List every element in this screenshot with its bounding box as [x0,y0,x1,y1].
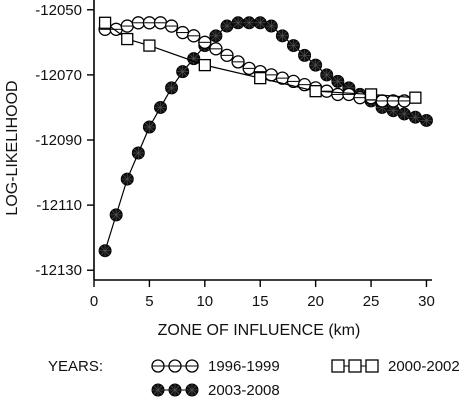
data-point-1996-1999 [187,29,201,43]
data-point-2003-2008 [309,58,323,72]
legend-entry-2000-2002: 2000-2002 [331,358,460,375]
y-axis-title: LOG-LIKELIHOOD [4,80,21,215]
legend-entry-2003-2008: 2003-2008 [151,382,280,399]
data-point-1996-1999 [231,55,245,69]
legend-marker [185,359,199,373]
y-tick-label: -12050 [35,2,82,19]
data-point-2003-2008 [275,29,289,43]
legend-marker [168,383,182,397]
legend-title: YEARS: [48,358,103,375]
legend-label: 2000-2002 [388,358,460,375]
data-point-2000-2002 [121,32,134,46]
data-point-1996-1999 [142,16,157,30]
data-point-2003-2008 [165,81,179,95]
data-point-2003-2008 [231,16,245,30]
data-point-2003-2008 [253,16,267,30]
data-point-2000-2002 [364,88,378,101]
x-tick-label: 5 [145,293,153,310]
data-point-2003-2008 [220,19,234,33]
data-point-2003-2008 [286,39,300,53]
data-point-1996-1999 [176,25,190,40]
data-point-2003-2008 [298,48,312,62]
data-point-2003-2008 [120,172,134,186]
legend-marker [348,359,362,373]
data-point-1996-1999 [375,94,389,108]
legend-symbol [331,359,379,373]
data-point-1996-1999 [342,87,356,102]
data-point-2003-2008 [209,29,223,43]
data-point-2003-2008 [408,110,422,124]
data-point-2000-2002 [409,91,422,104]
y-tick-label: -12090 [35,132,82,149]
data-point-1996-1999 [198,35,212,49]
legend-marker [185,383,199,397]
legend-marker [151,359,165,373]
data-point-1996-1999 [264,68,278,82]
data-point-2000-2002 [198,58,211,72]
x-axis-title: ZONE OF INFLUENCE (km) [158,322,361,339]
data-point-2003-2008 [242,16,256,30]
legend-marker [331,359,345,373]
series-line-2003-2008 [104,22,427,251]
data-point-2003-2008 [264,19,278,33]
data-point-2003-2008 [131,146,145,160]
legend-marker [365,359,379,373]
data-point-1996-1999 [164,19,179,33]
axes: 0 5 10 15 20 25 30 -12050 -12070 -12090 -12110 -121… [35,0,435,310]
x-tick-label: 0 [90,293,98,310]
data-point-2003-2008 [98,244,112,258]
legend-marker [151,383,165,397]
data-point-1996-1999 [131,16,145,30]
data-point-1996-1999 [242,61,256,76]
x-tick-label: 25 [363,293,380,310]
data-point-2000-2002 [309,85,322,98]
data-point-2003-2008 [419,113,433,127]
legend: YEARS: 1996-1999 2000-2002 2003-2008 [48,358,460,399]
data-point-2000-2002 [254,71,267,85]
data-point-2003-2008 [331,74,345,88]
legend-entry-1996-1999: 1996-1999 [151,358,280,375]
legend-symbol [151,383,199,397]
x-tick-label: 20 [307,293,324,310]
legend-label: 1996-1999 [208,358,280,375]
x-tick-label: 10 [196,293,213,310]
x-tick-label: 30 [418,293,435,310]
x-tick-label: 15 [252,293,269,310]
data-point-2003-2008 [176,65,190,79]
legend-symbol [151,359,199,373]
data-point-2003-2008 [320,68,334,82]
data-point-2003-2008 [142,120,156,134]
legend-marker [168,359,182,373]
y-tick-label: -12110 [36,197,82,214]
data-point-1996-1999 [120,19,134,33]
data-point-1996-1999 [331,87,345,102]
data-point-2003-2008 [397,107,411,121]
data-point-2000-2002 [143,39,156,52]
data-point-2003-2008 [109,208,123,222]
series-line-2000-2002 [104,22,416,99]
data-point-2000-2002 [98,16,112,29]
legend-label: 2003-2008 [208,382,280,399]
data-point-2003-2008 [153,100,167,114]
data-point-1996-1999 [153,16,168,30]
data-point-1996-1999 [275,71,290,85]
y-tick-label: -12070 [35,67,82,84]
plot-area [98,16,433,258]
data-point-1996-1999 [220,48,234,62]
y-tick-label: -12130 [35,262,82,279]
data-point-1996-1999 [209,42,223,56]
